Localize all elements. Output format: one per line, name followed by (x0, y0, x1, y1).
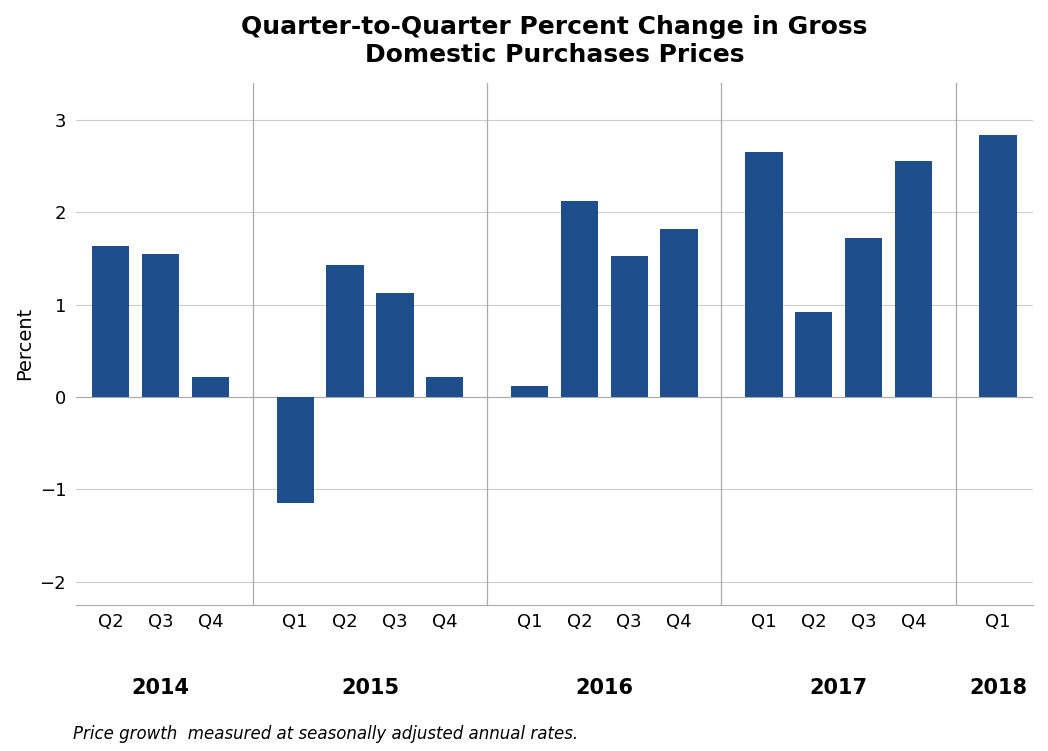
Bar (561, 201, 598, 397)
Text: 2014: 2014 (132, 678, 190, 698)
Bar (92, 246, 130, 397)
Bar (510, 386, 548, 397)
Bar (895, 161, 932, 397)
Bar (660, 229, 698, 397)
Bar (795, 312, 832, 397)
Text: 2018: 2018 (969, 678, 1027, 698)
Bar (376, 294, 414, 397)
Text: Price growth  measured at seasonally adjusted annual rates.: Price growth measured at seasonally adju… (73, 725, 578, 743)
Bar (611, 255, 648, 397)
Bar (980, 135, 1017, 397)
Bar (277, 397, 314, 503)
Bar (141, 254, 179, 397)
Bar (845, 238, 882, 397)
Y-axis label: Percent: Percent (15, 307, 34, 381)
Title: Quarter-to-Quarter Percent Change in Gross
Domestic Purchases Prices: Quarter-to-Quarter Percent Change in Gro… (241, 15, 868, 67)
Text: 2015: 2015 (341, 678, 399, 698)
Bar (192, 377, 230, 397)
Text: 2017: 2017 (810, 678, 868, 698)
Text: 2016: 2016 (575, 678, 633, 698)
Bar (427, 377, 463, 397)
Bar (326, 265, 364, 397)
Bar (745, 152, 783, 397)
